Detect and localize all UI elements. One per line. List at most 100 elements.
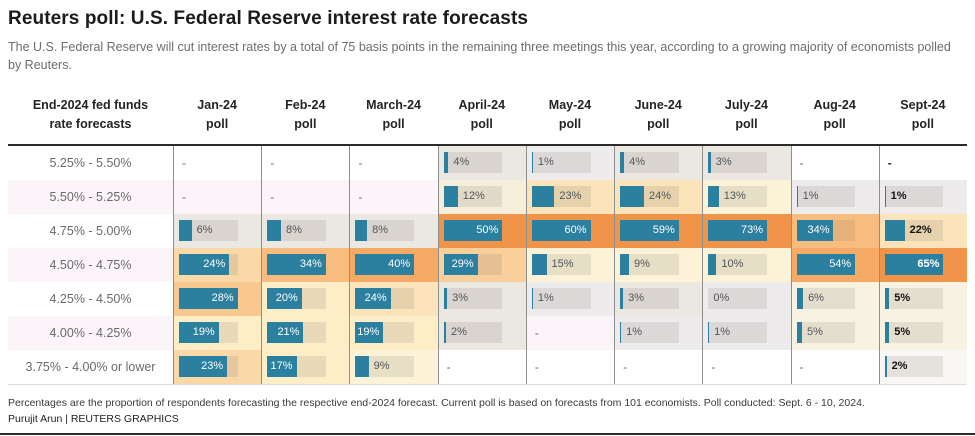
- value-label: 4%: [629, 156, 645, 169]
- value-bar: [531, 186, 555, 208]
- bar-track: 22%: [884, 220, 944, 242]
- bar-track: 29%: [443, 254, 503, 276]
- value-bar: [355, 356, 369, 378]
- bar-track: 20%: [267, 288, 326, 310]
- bar-track: 1%: [884, 186, 944, 208]
- footnote: Percentages are the proportion of respon…: [8, 396, 865, 409]
- value-bar: [796, 220, 834, 242]
- value-label: 2%: [451, 326, 467, 339]
- bar-track: 21%: [267, 322, 326, 344]
- forecast-cell: -: [702, 349, 791, 384]
- value-bar: [620, 220, 679, 242]
- value-label: 54%: [829, 258, 852, 271]
- value-label: 3%: [452, 292, 469, 305]
- byline: Purujit Arun | REUTERS GRAPHICS: [8, 412, 179, 425]
- value-bar: [884, 186, 886, 208]
- forecast-cell: 54%: [790, 247, 879, 282]
- bar-track: 65%: [884, 254, 944, 276]
- value-bar: [531, 254, 547, 276]
- value-label: 23%: [559, 190, 582, 203]
- value-label: 2%: [891, 360, 908, 373]
- bar-track: 1%: [531, 288, 591, 310]
- value-label: 1%: [626, 326, 642, 339]
- value-label: 34%: [807, 224, 830, 237]
- bar-track: 4%: [443, 152, 503, 174]
- value-bar: [179, 356, 228, 378]
- bar-track: 24%: [355, 288, 415, 310]
- value-label: 60%: [564, 224, 587, 237]
- value-bar: [884, 288, 890, 310]
- forecast-cell: -: [173, 179, 262, 214]
- bar-track: 1%: [620, 322, 679, 344]
- forecast-cell: 2%: [437, 315, 526, 350]
- no-data-dash: -: [799, 359, 804, 374]
- value-label: 24%: [364, 292, 387, 305]
- bar-track: 73%: [708, 220, 767, 242]
- value-bar: [267, 288, 302, 310]
- value-label: 3%: [628, 292, 644, 305]
- value-label: 5%: [894, 326, 911, 339]
- value-label: 1%: [890, 190, 907, 203]
- value-bar: [267, 356, 297, 378]
- forecast-cell: 19%: [349, 315, 438, 350]
- value-bar: [884, 220, 905, 242]
- forecast-cell: 50%: [437, 213, 526, 248]
- bar-track: 9%: [620, 254, 679, 276]
- forecast-cell: 4%: [614, 145, 703, 180]
- value-bar: [708, 322, 710, 344]
- no-data-dash: -: [799, 155, 804, 170]
- forecast-cell: 3%: [437, 281, 526, 316]
- forecast-cell: -: [790, 145, 879, 180]
- value-label: 1%: [537, 156, 554, 169]
- forecast-cell: 15%: [525, 247, 615, 282]
- column-header-march-24: March-24 poll: [349, 88, 438, 146]
- forecast-cell: 24%: [614, 179, 703, 214]
- value-bar: [708, 220, 767, 242]
- forecast-cell: 8%: [349, 213, 438, 248]
- bar-track: 2%: [884, 356, 944, 378]
- bar-track: 50%: [443, 220, 503, 242]
- value-bar: [179, 322, 219, 344]
- forecast-cell: 4%: [437, 145, 526, 180]
- forecast-cell: 29%: [437, 247, 526, 282]
- value-label: 1%: [537, 292, 554, 305]
- value-label: 65%: [917, 258, 940, 271]
- bar-track: 19%: [355, 322, 415, 344]
- forecast-cell: 40%: [349, 247, 438, 282]
- value-bar: [355, 288, 391, 310]
- bar-track: 0%: [708, 288, 767, 310]
- value-label: 23%: [201, 360, 224, 373]
- bar-track: 1%: [708, 322, 767, 344]
- value-bar: [179, 220, 192, 242]
- bar-track: 2%: [443, 322, 503, 344]
- value-label: 8%: [372, 224, 389, 237]
- row-label: 5.50% - 5.25%: [8, 179, 173, 214]
- value-label: 15%: [551, 258, 574, 271]
- value-bar: [443, 186, 458, 208]
- value-label: 21%: [277, 326, 300, 339]
- value-label: 28%: [211, 292, 234, 305]
- value-bar: [708, 186, 719, 208]
- forecast-cell: -: [525, 349, 615, 384]
- row-label: 4.50% - 4.75%: [8, 247, 173, 282]
- forecast-cell: 20%: [261, 281, 350, 316]
- page-title: Reuters poll: U.S. Federal Reserve inter…: [8, 8, 529, 29]
- bar-track: 5%: [884, 322, 944, 344]
- forecast-cell: 3%: [702, 145, 791, 180]
- value-bar: [355, 220, 368, 242]
- value-bar: [531, 288, 533, 310]
- value-label: 73%: [740, 224, 763, 237]
- value-bar: [443, 152, 449, 174]
- value-label: 24%: [203, 258, 226, 271]
- value-label: 6%: [196, 224, 213, 237]
- bar-track: 1%: [796, 186, 856, 208]
- value-bar: [267, 220, 282, 242]
- value-label: 10%: [721, 258, 744, 271]
- forecast-cell: 2%: [878, 349, 967, 384]
- forecast-cell: -: [614, 349, 703, 384]
- forecast-cell: -: [349, 179, 438, 214]
- forecast-cell: 21%: [261, 315, 350, 350]
- column-header-june-24: June-24 poll: [614, 88, 703, 146]
- value-bar: [531, 152, 533, 174]
